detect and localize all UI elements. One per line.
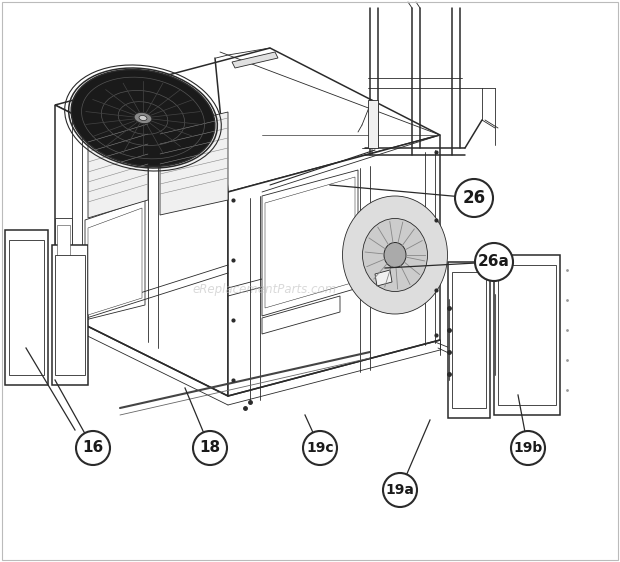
- Polygon shape: [448, 262, 490, 418]
- Polygon shape: [55, 255, 85, 375]
- Text: 26: 26: [463, 189, 485, 207]
- Polygon shape: [9, 240, 44, 375]
- Text: 19b: 19b: [513, 441, 542, 455]
- Circle shape: [76, 431, 110, 465]
- Polygon shape: [57, 333, 70, 357]
- Circle shape: [383, 473, 417, 507]
- Ellipse shape: [71, 70, 215, 166]
- Polygon shape: [375, 270, 392, 286]
- Circle shape: [475, 243, 513, 281]
- Text: 26a: 26a: [478, 255, 510, 270]
- Polygon shape: [498, 265, 556, 405]
- Polygon shape: [55, 218, 72, 310]
- Text: 18: 18: [200, 441, 221, 455]
- Polygon shape: [452, 272, 486, 408]
- Circle shape: [455, 179, 493, 217]
- Circle shape: [193, 431, 227, 465]
- Polygon shape: [57, 225, 70, 305]
- Polygon shape: [85, 200, 145, 320]
- Circle shape: [511, 431, 545, 465]
- Polygon shape: [88, 118, 148, 218]
- Polygon shape: [88, 208, 142, 315]
- Polygon shape: [55, 105, 228, 396]
- Polygon shape: [228, 135, 440, 396]
- Polygon shape: [262, 170, 358, 316]
- Polygon shape: [5, 230, 48, 385]
- Polygon shape: [262, 296, 340, 334]
- Text: eReplacementParts.com: eReplacementParts.com: [193, 283, 337, 297]
- Ellipse shape: [363, 219, 428, 292]
- Circle shape: [303, 431, 337, 465]
- Polygon shape: [368, 100, 378, 148]
- Polygon shape: [52, 245, 88, 385]
- Ellipse shape: [139, 115, 147, 121]
- Ellipse shape: [384, 242, 406, 268]
- Polygon shape: [232, 52, 278, 68]
- Polygon shape: [160, 112, 228, 215]
- Text: 19c: 19c: [306, 441, 334, 455]
- Polygon shape: [55, 48, 440, 192]
- Text: 16: 16: [82, 441, 104, 455]
- Polygon shape: [494, 255, 560, 415]
- Text: 19a: 19a: [386, 483, 414, 497]
- Ellipse shape: [134, 112, 152, 124]
- Ellipse shape: [342, 196, 448, 314]
- Polygon shape: [265, 177, 355, 308]
